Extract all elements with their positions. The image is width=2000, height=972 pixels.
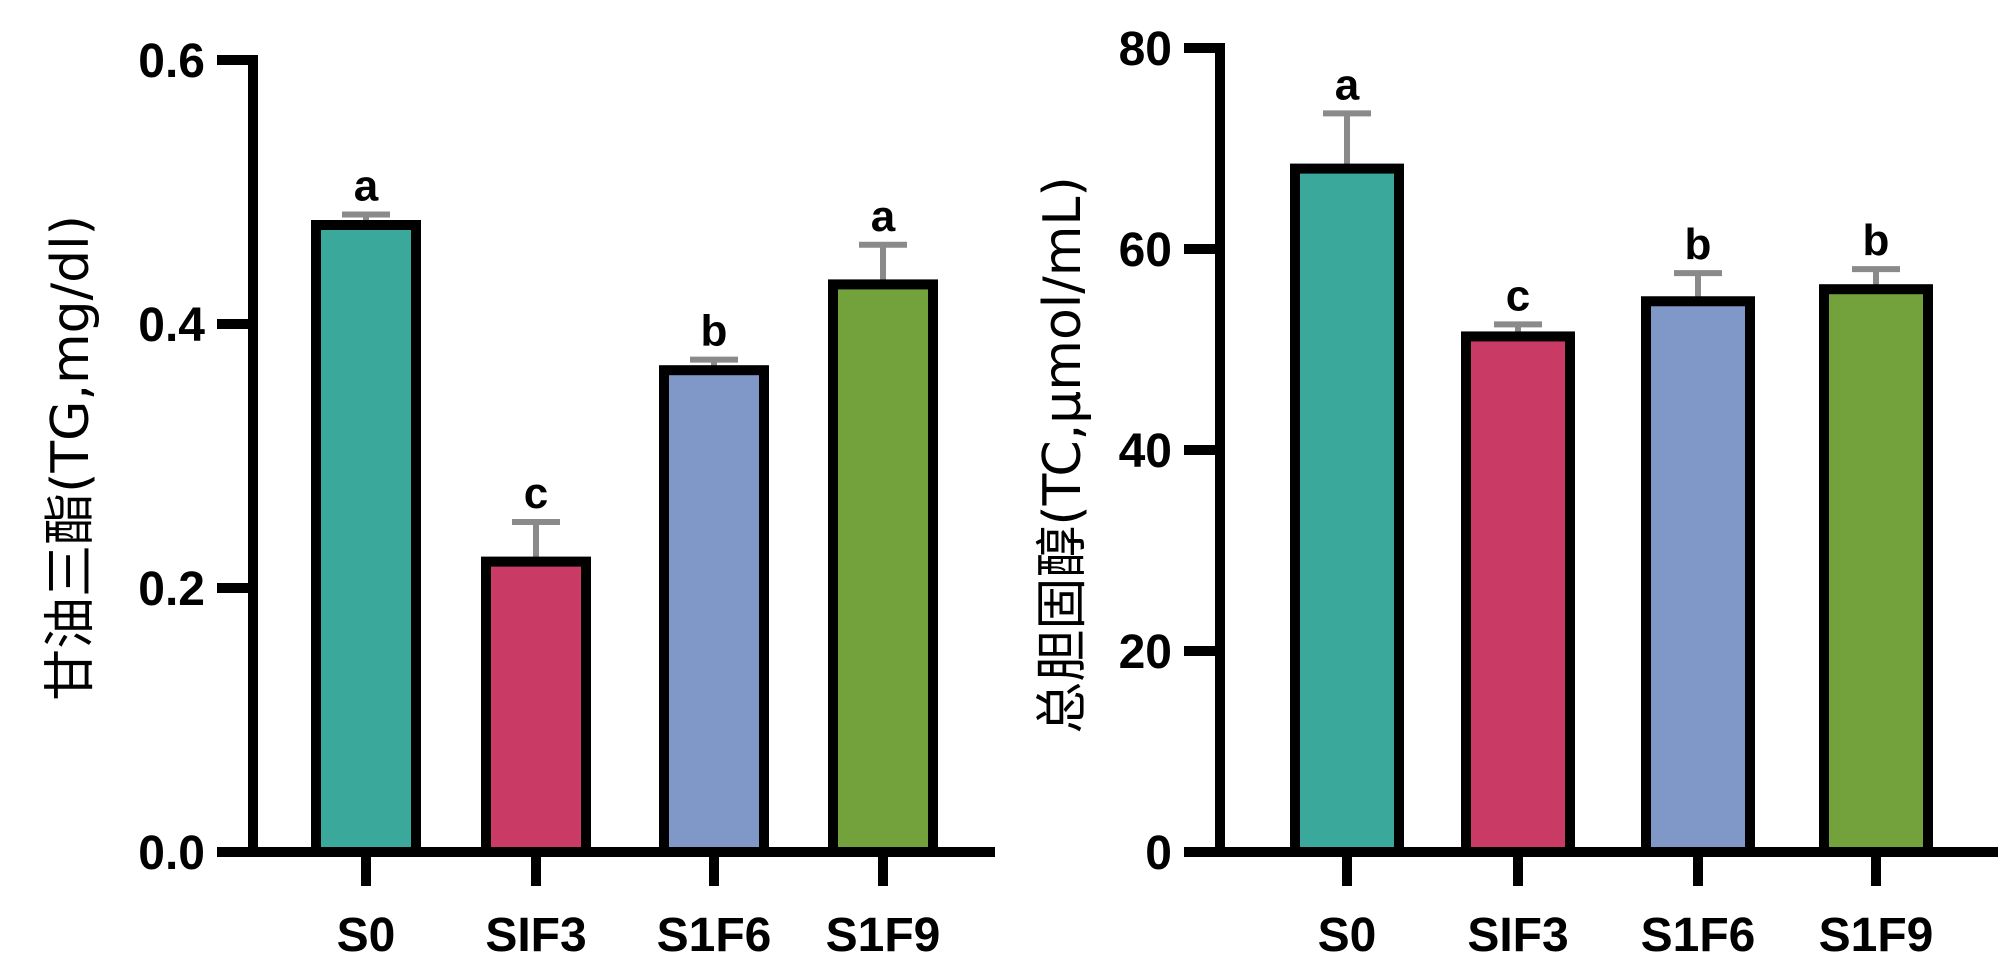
x-tick-label: S1F6 [1641,909,1756,962]
y-tick-label: 0 [1145,827,1172,880]
bar-s0 [311,220,421,857]
chart-panel-1: a S0 c SIF3 b S1F6 a S1F9 0.0 0.2 0.4 0.6 甘油三酯(TG,mg… [41,35,995,962]
y-tick-label: 0.0 [138,827,205,880]
y-tick-label: 0.4 [138,299,205,352]
x-tick-label: SIF3 [1467,909,1568,962]
bar-s0 [1290,163,1404,858]
y-tick-label: 0.6 [138,35,205,88]
significance-label: b [1685,220,1712,269]
significance-label: c [524,469,548,518]
x-tick-label: S0 [1318,909,1377,962]
x-tick-label: S1F6 [657,909,772,962]
bar-sif3 [481,556,591,857]
significance-label: a [354,161,379,210]
x-tick-label: S0 [337,909,396,962]
y-axis-title: 总胆固醇(TC,μmol/mL) [1033,176,1093,733]
significance-label: a [871,192,896,241]
x-tick-label: SIF3 [485,909,586,962]
significance-label: b [1863,216,1890,265]
bar-s1f9 [828,279,938,857]
y-tick-label: 80 [1119,23,1172,76]
bar-sif3 [1461,331,1575,857]
bar-s1f6 [659,365,769,857]
y-tick-label: 60 [1119,224,1172,277]
x-tick-label: S1F9 [826,909,941,962]
significance-label: a [1335,60,1360,109]
chart-panel-2: a S0 c SIF3 b S1F6 b S1F9 0 20 40 60 80 总胆固醇(TC,μmol/… [1033,23,1998,962]
y-tick-label: 0.2 [138,563,205,616]
bar-s1f6 [1641,296,1755,857]
y-tick-label: 40 [1119,425,1172,478]
y-axis-title: 甘油三酯(TG,mg/dl) [41,215,101,701]
x-tick-label: S1F9 [1819,909,1934,962]
significance-label: b [701,307,728,356]
y-tick-label: 20 [1119,626,1172,679]
bar-s1f9 [1819,284,1933,857]
significance-label: c [1506,271,1530,320]
